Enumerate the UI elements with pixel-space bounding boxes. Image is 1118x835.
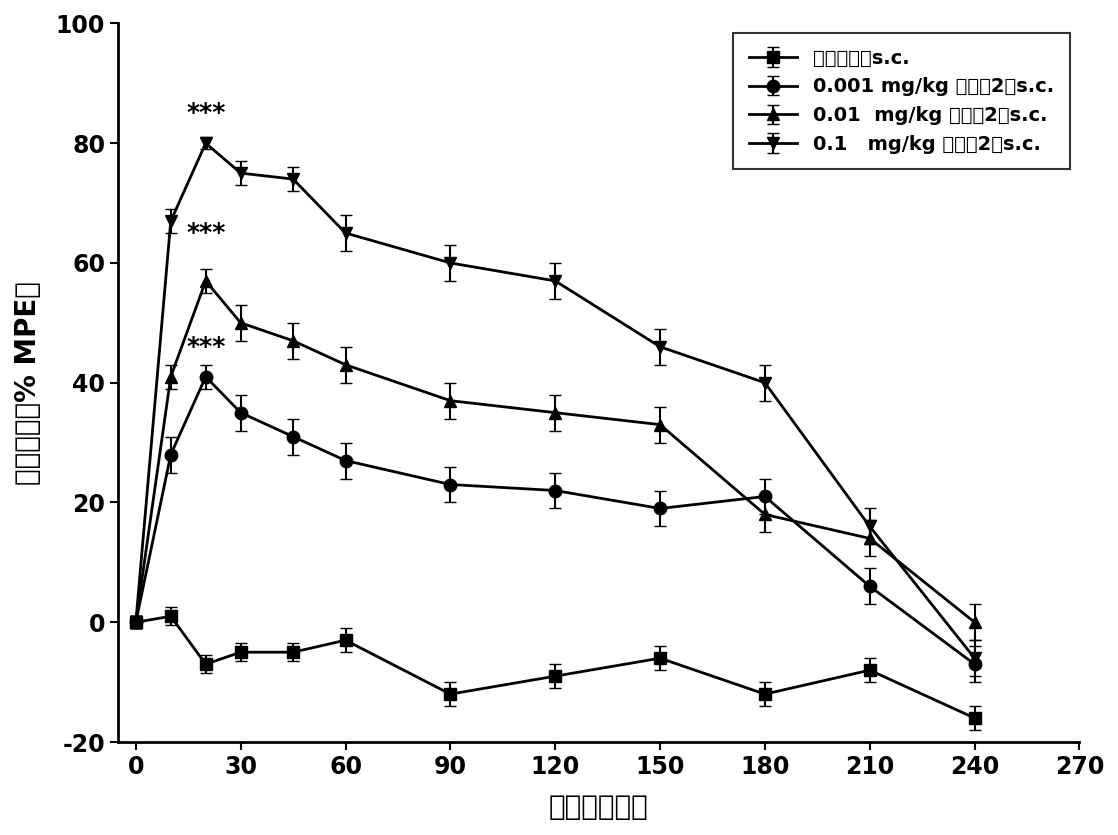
Legend: 生理盐水，s.c., 0.001 mg/kg 化合瘄2，s.c., 0.01  mg/kg 化合瘄2，s.c., 0.1   mg/kg 化合瘄2，s.c.: 生理盐水，s.c., 0.001 mg/kg 化合瘄2，s.c., 0.01 m… [733, 33, 1070, 170]
Text: ***: *** [186, 101, 226, 125]
Text: ***: *** [186, 221, 226, 245]
X-axis label: 时间（分钟）: 时间（分钟） [549, 793, 648, 821]
Text: ***: *** [186, 335, 226, 359]
Y-axis label: 镇痛效应（% MPE）: 镇痛效应（% MPE） [13, 281, 41, 484]
